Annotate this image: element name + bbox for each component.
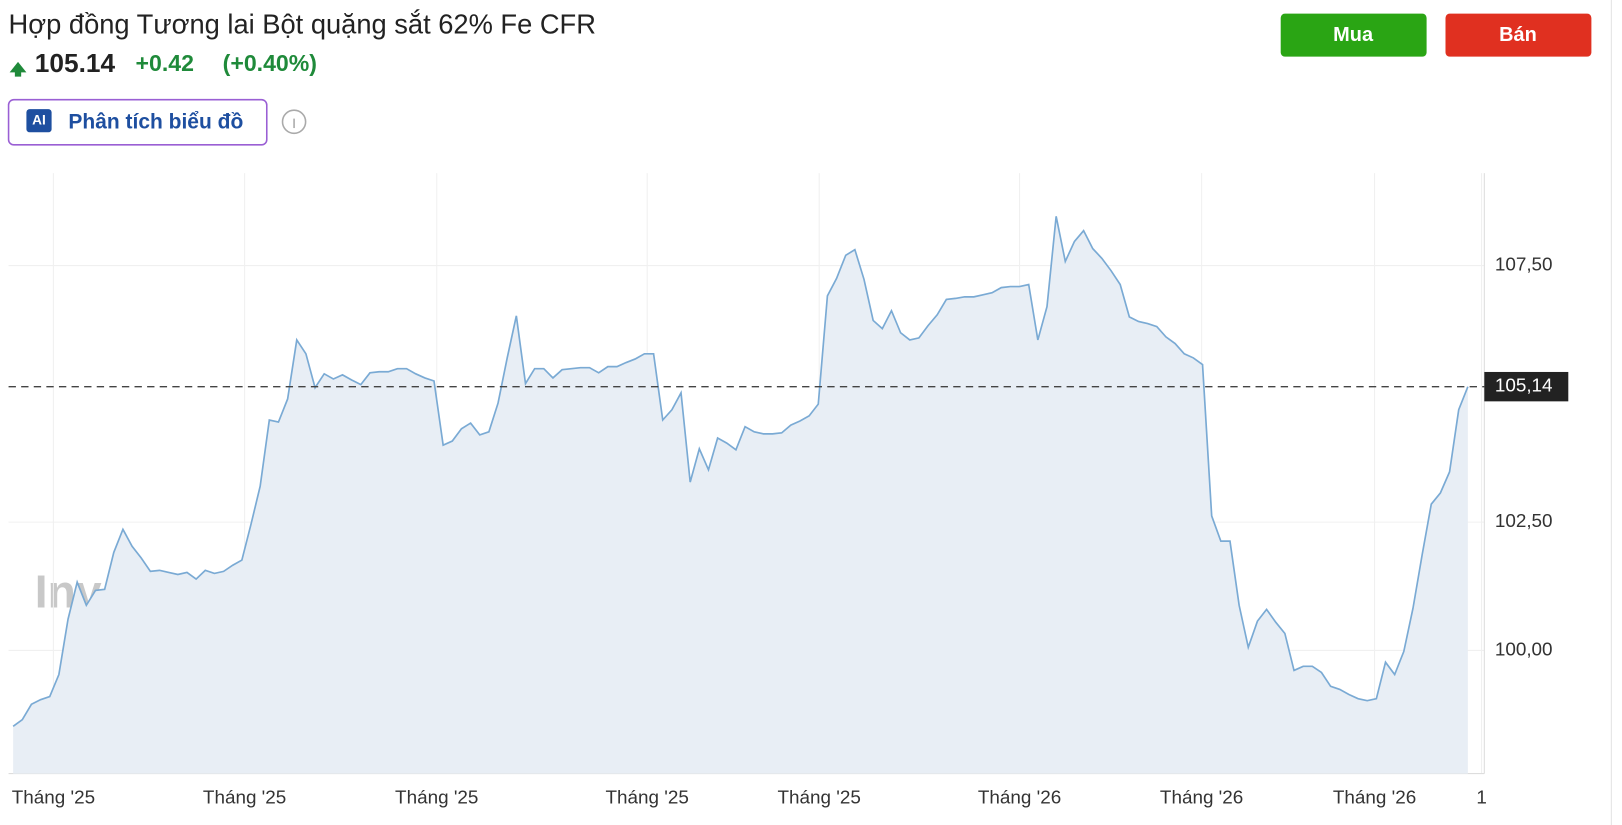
area-fill (13, 216, 1468, 774)
x-tick-label: Tháng '25 (12, 788, 95, 809)
ai-icon-label: AI (32, 112, 46, 127)
ai-icon (26, 109, 52, 133)
sell-label[interactable]: Bán (1499, 24, 1537, 46)
y-tick-label: 102,50 (1495, 511, 1553, 532)
ai-analysis-label[interactable]: Phân tích biểu đồ (68, 110, 243, 133)
price-line (12, 216, 1469, 728)
x-tick-label: Tháng '26 (1333, 788, 1416, 809)
x-tick-label: Tháng '26 (1160, 788, 1243, 809)
x-tick-label: Tháng '25 (777, 788, 860, 809)
y-tick-label: 107,50 (1495, 255, 1553, 276)
x-tick-label: Tháng '25 (605, 788, 688, 809)
up-arrow (9, 61, 27, 77)
instrument-title: Hợp đồng Tương lai Bột quặng sắt 62% Fe … (9, 8, 596, 39)
x-tick-label: Tháng '25 (203, 788, 286, 809)
current-price-label: 105,14 (1495, 376, 1553, 397)
info-icon[interactable] (281, 109, 307, 135)
price-change: +0.42 (136, 50, 194, 76)
current-price-tag (1484, 371, 1569, 402)
y-tick-label: 100,00 (1495, 639, 1553, 660)
buy-label[interactable]: Mua (1333, 24, 1374, 46)
price-change-percent: (+0.40%) (223, 50, 317, 76)
x-tick-label: Tháng '26 (978, 788, 1061, 809)
ai-analysis-button[interactable] (7, 98, 268, 146)
x-tick-label: 1 (1476, 788, 1487, 809)
last-price: 105.14 (35, 48, 116, 78)
buy-button[interactable] (1280, 13, 1427, 57)
x-tick-label: Tháng '25 (395, 788, 478, 809)
sell-button[interactable] (1445, 13, 1592, 57)
